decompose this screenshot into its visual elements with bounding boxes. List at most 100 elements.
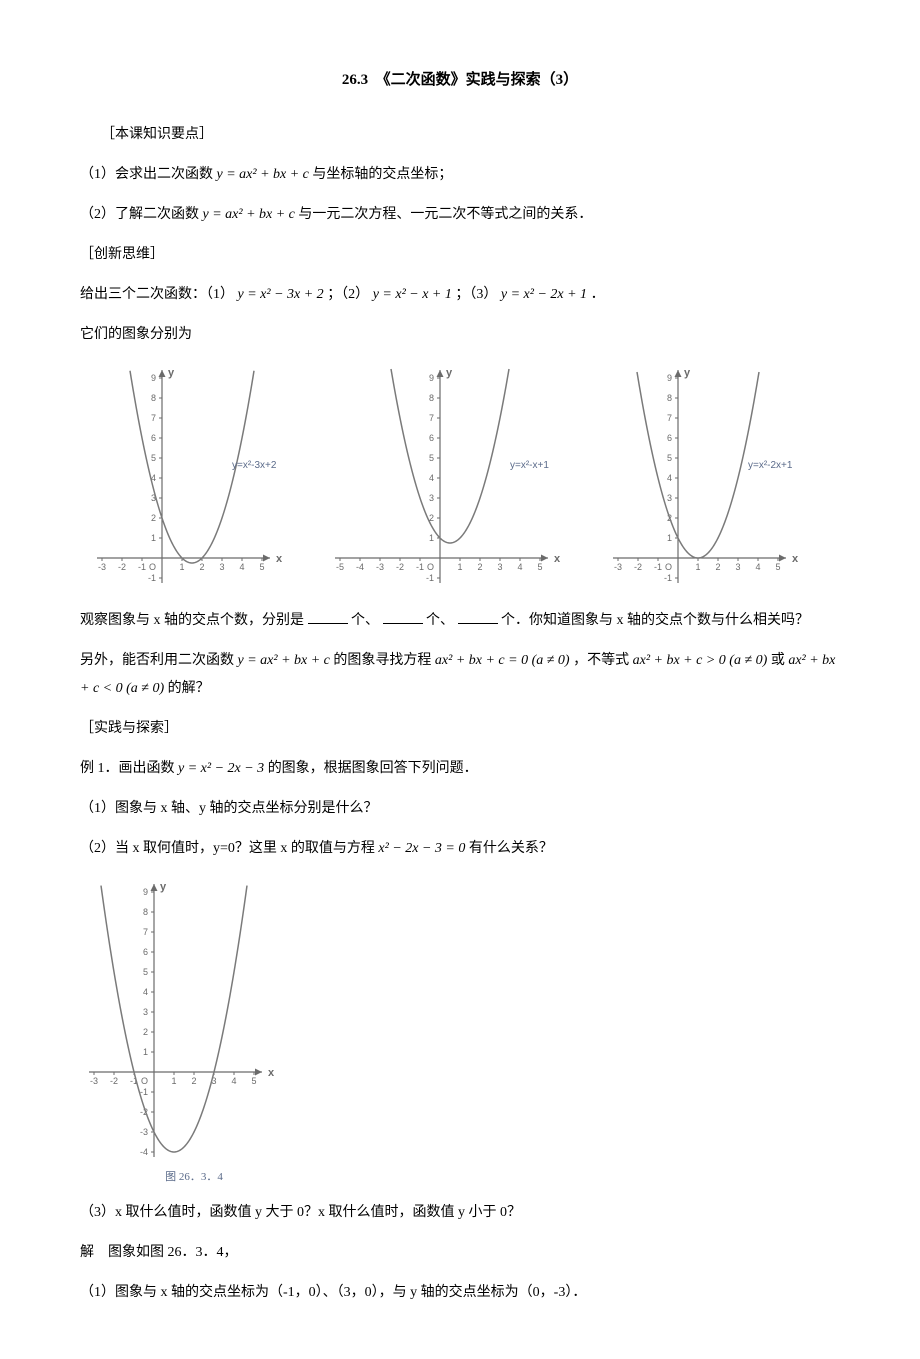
svg-text:y=x²-x+1: y=x²-x+1 — [510, 460, 549, 471]
example-1: 例 1．画出函数 y = x² − 2x − 3 的图象，根据图象回答下列问题． — [80, 755, 840, 783]
svg-text:9: 9 — [143, 887, 148, 897]
svg-text:6: 6 — [429, 433, 434, 443]
svg-text:2: 2 — [151, 513, 156, 523]
svg-text:7: 7 — [667, 413, 672, 423]
three-functions: 给出三个二次函数：（1） y = x² − 3x + 2 ；（2） y = x²… — [80, 281, 840, 309]
page-title: 26.3 《二次函数》实践与探索（3） — [80, 70, 840, 91]
svg-text:5: 5 — [151, 453, 156, 463]
formula-quad-3: y = ax² + bx + c — [238, 653, 330, 668]
blank-2 — [383, 609, 423, 624]
formula-eq: ax² + bx + c = 0 (a ≠ 0) — [435, 653, 570, 668]
svg-text:5: 5 — [251, 1076, 256, 1086]
text: 与一元二次方程、一元二次不等式之间的关系． — [298, 207, 592, 222]
charts-row: -3-2-112345-1123456789Oxyy=x²-3x+2 -5-4-… — [80, 364, 840, 592]
svg-text:9: 9 — [429, 373, 434, 383]
formula-f3: y = x² − 2x + 1 — [501, 287, 587, 302]
svg-text:-1: -1 — [654, 562, 662, 572]
svg-text:8: 8 — [151, 393, 156, 403]
svg-text:O: O — [427, 562, 434, 572]
svg-text:3: 3 — [735, 562, 740, 572]
text: 给出三个二次函数：（1） — [80, 287, 234, 302]
svg-text:2: 2 — [143, 1027, 148, 1037]
text: 个．你知道图象与 x 轴的交点个数与什么相关吗？ — [501, 613, 809, 628]
svg-text:-1: -1 — [140, 1087, 148, 1097]
text: ． — [591, 287, 605, 302]
solution-intro: 解 图象如图 26．3．4， — [80, 1239, 840, 1267]
section-practice-heading: ［实践与探索］ — [80, 715, 840, 743]
svg-text:-3: -3 — [614, 562, 622, 572]
svg-text:x: x — [554, 553, 561, 565]
svg-text:-3: -3 — [140, 1127, 148, 1137]
svg-text:-3: -3 — [90, 1076, 98, 1086]
svg-text:2: 2 — [199, 562, 204, 572]
svg-text:1: 1 — [151, 533, 156, 543]
text: 例 1．画出函数 — [80, 761, 175, 776]
svg-text:9: 9 — [667, 373, 672, 383]
text: 与坐标轴的交点坐标； — [312, 167, 452, 182]
svg-text:-5: -5 — [336, 562, 344, 572]
svg-text:4: 4 — [429, 473, 434, 483]
section-kp-heading: ［本课知识要点］ — [80, 121, 840, 149]
formula-f1: y = x² − 3x + 2 — [238, 287, 324, 302]
svg-text:8: 8 — [667, 393, 672, 403]
svg-text:-3: -3 — [98, 562, 106, 572]
svg-text:4: 4 — [239, 562, 244, 572]
svg-text:y=x²-3x+2: y=x²-3x+2 — [232, 460, 277, 471]
svg-text:x: x — [268, 1067, 275, 1079]
svg-text:x: x — [276, 553, 283, 565]
chart-4-wrapper: -3-2-112345-4-3-2-1123456789Oxy图 26．3．4 — [80, 878, 840, 1184]
svg-text:7: 7 — [429, 413, 434, 423]
svg-text:-2: -2 — [110, 1076, 118, 1086]
svg-text:9: 9 — [151, 373, 156, 383]
svg-text:-1: -1 — [138, 562, 146, 572]
text: 个、 — [426, 613, 454, 628]
svg-text:6: 6 — [667, 433, 672, 443]
svg-text:1: 1 — [171, 1076, 176, 1086]
text: 的图象，根据图象回答下列问题． — [268, 761, 478, 776]
svg-text:1: 1 — [143, 1047, 148, 1057]
svg-text:5: 5 — [775, 562, 780, 572]
svg-text:5: 5 — [429, 453, 434, 463]
chart-1-container: -3-2-112345-1123456789Oxyy=x²-3x+2 — [88, 364, 316, 592]
svg-text:x: x — [792, 553, 799, 565]
text: ；（2） — [327, 287, 369, 302]
svg-text:O: O — [141, 1076, 148, 1086]
text: ，不等式 — [573, 653, 629, 668]
chart-2-container: -5-4-3-2-112345-1123456789Oxyy=x²-x+1 — [326, 364, 594, 592]
section-innovate-heading: ［创新思维］ — [80, 241, 840, 269]
svg-text:-4: -4 — [356, 562, 364, 572]
svg-text:3: 3 — [143, 1007, 148, 1017]
text: 有什么关系？ — [469, 841, 553, 856]
svg-text:y=x²-2x+1: y=x²-2x+1 — [748, 460, 793, 471]
svg-text:4: 4 — [755, 562, 760, 572]
svg-text:-2: -2 — [634, 562, 642, 572]
svg-text:-4: -4 — [140, 1147, 148, 1157]
text: 另外，能否利用二次函数 — [80, 653, 234, 668]
q2: （2）当 x 取何值时，y=0？这里 x 的取值与方程 x² − 2x − 3 … — [80, 835, 840, 863]
formula-quad-1: y = ax² + bx + c — [217, 167, 309, 182]
inequality-question: 另外，能否利用二次函数 y = ax² + bx + c 的图象寻找方程 ax²… — [80, 647, 840, 703]
text: 的解？ — [168, 681, 210, 696]
text: 个、 — [351, 613, 379, 628]
svg-text:y: y — [160, 881, 167, 893]
svg-text:6: 6 — [151, 433, 156, 443]
observe-question: 观察图象与 x 轴的交点个数，分别是 个、 个、 个．你知道图象与 x 轴的交点… — [80, 607, 840, 635]
svg-text:-2: -2 — [118, 562, 126, 572]
solution-1: （1）图象与 x 轴的交点坐标为（-1，0）、（3，0），与 y 轴的交点坐标为… — [80, 1279, 840, 1307]
svg-text:2: 2 — [191, 1076, 196, 1086]
chart-4-container: -3-2-112345-4-3-2-1123456789Oxy图 26．3．4 — [80, 878, 840, 1184]
svg-text:3: 3 — [497, 562, 502, 572]
svg-text:O: O — [665, 562, 672, 572]
text: 观察图象与 x 轴的交点个数，分别是 — [80, 613, 304, 628]
svg-text:4: 4 — [231, 1076, 236, 1086]
svg-text:2: 2 — [715, 562, 720, 572]
blank-1 — [308, 609, 348, 624]
svg-text:1: 1 — [667, 533, 672, 543]
svg-text:4: 4 — [143, 987, 148, 997]
svg-text:5: 5 — [259, 562, 264, 572]
svg-text:-1: -1 — [664, 573, 672, 583]
svg-text:1: 1 — [457, 562, 462, 572]
formula-f5: x² − 2x − 3 = 0 — [378, 841, 465, 856]
svg-text:1: 1 — [429, 533, 434, 543]
svg-text:-2: -2 — [396, 562, 404, 572]
